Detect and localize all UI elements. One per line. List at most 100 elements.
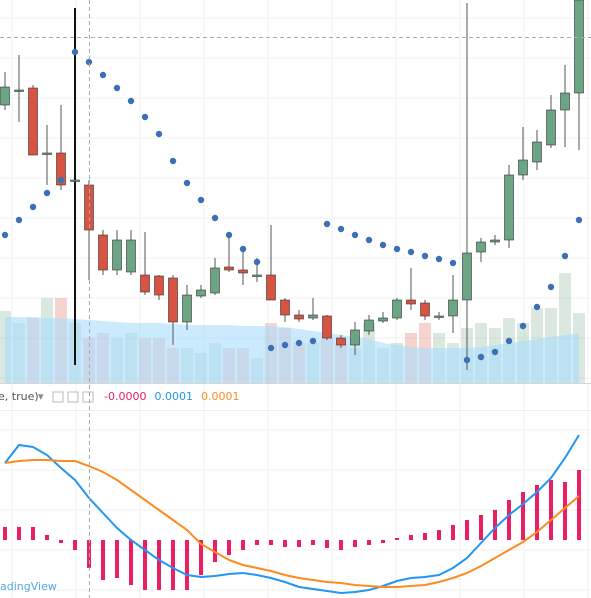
candle-body <box>0 86 10 106</box>
sar-dot <box>267 344 275 352</box>
candle-body <box>294 314 304 320</box>
histogram-bar <box>31 527 35 540</box>
sar-dot <box>99 71 107 79</box>
sar-dot <box>113 84 121 92</box>
candle-body <box>308 314 318 319</box>
candle-body <box>154 275 164 296</box>
candle-body <box>56 152 66 186</box>
candle-body <box>476 241 486 253</box>
candle-body <box>560 92 570 111</box>
sar-dot <box>141 113 149 121</box>
candle-body <box>546 109 556 146</box>
histogram-bar <box>311 540 315 545</box>
sar-dot <box>183 179 191 187</box>
sar-dot <box>575 216 583 224</box>
sar-dot <box>533 303 541 311</box>
sar-dot <box>463 356 471 364</box>
indicator-legend: e, true) <box>0 390 39 403</box>
sar-dot <box>547 283 555 291</box>
candle-body <box>70 179 80 182</box>
histogram-bar <box>395 538 399 540</box>
histogram-bar <box>521 492 525 540</box>
candle-body <box>238 269 248 274</box>
candle-body <box>504 174 514 241</box>
macd-line <box>4 434 580 595</box>
sar-dot <box>561 252 569 260</box>
histogram-bar <box>59 540 63 543</box>
legend-dropdown[interactable]: ▾ <box>38 390 44 403</box>
sar-dot <box>169 157 177 165</box>
sar-dot <box>477 353 485 361</box>
legend-value: -0.0000 <box>104 390 146 403</box>
histogram-bar <box>437 530 441 540</box>
macd-line <box>4 459 580 588</box>
candle-body <box>28 87 38 156</box>
candle-body <box>266 274 276 301</box>
candle-body <box>42 152 52 155</box>
legend-icon[interactable] <box>67 391 79 403</box>
histogram-bar <box>507 500 511 540</box>
histogram-bar <box>563 482 567 540</box>
histogram-bar <box>227 540 231 555</box>
candle-body <box>420 302 430 317</box>
watermark: adingView <box>0 580 57 593</box>
candle-body <box>322 315 332 339</box>
histogram-bar <box>3 527 7 540</box>
histogram-bar <box>241 540 245 550</box>
sar-dot <box>309 337 317 345</box>
sar-dot <box>393 245 401 253</box>
candle-body <box>448 299 458 317</box>
volume-ma-area <box>5 317 579 383</box>
candle-body <box>364 319 374 332</box>
sar-dot <box>239 245 247 253</box>
sar-dot <box>57 176 65 184</box>
candle-body <box>378 317 388 322</box>
sar-dot <box>421 252 429 260</box>
sar-dot <box>365 236 373 244</box>
histogram-bar <box>535 485 539 540</box>
sar-dot <box>197 196 205 204</box>
sar-dot <box>491 348 499 356</box>
sar-dot <box>407 248 415 256</box>
sar-dot <box>15 216 23 224</box>
sar-dot <box>281 341 289 349</box>
candle-body <box>406 299 416 305</box>
sar-dot <box>323 220 331 228</box>
candle-body <box>224 266 234 271</box>
legend-icon[interactable] <box>52 391 64 403</box>
sar-dot <box>211 214 219 222</box>
histogram-bar <box>297 540 301 547</box>
candle-body <box>112 239 122 271</box>
sar-dot <box>155 130 163 138</box>
sar-dot <box>85 58 93 66</box>
histogram-bar <box>255 540 259 545</box>
sar-dot <box>379 241 387 249</box>
candle-body <box>462 252 472 301</box>
candle-body <box>126 239 136 273</box>
sar-dot <box>127 97 135 105</box>
histogram-bar <box>115 540 119 578</box>
sar-dot <box>1 231 9 239</box>
candle-body <box>518 159 528 176</box>
legend-value: 0.0001 <box>201 390 240 403</box>
histogram-bar <box>423 533 427 540</box>
legend-icon[interactable] <box>82 391 94 403</box>
candle-body <box>14 89 24 92</box>
histogram-bar <box>353 540 357 547</box>
sar-dot <box>449 259 457 267</box>
histogram-bar <box>199 540 203 575</box>
candle-body <box>168 277 178 323</box>
histogram-bar <box>549 480 553 540</box>
candle-body <box>196 289 206 297</box>
sar-dot <box>43 189 51 197</box>
histogram-bar <box>269 540 273 545</box>
candle-body <box>140 274 150 293</box>
sar-dot <box>435 255 443 263</box>
candle-body <box>280 299 290 316</box>
sar-dot <box>29 203 37 211</box>
candle-body <box>350 329 360 346</box>
histogram-bar <box>101 540 105 580</box>
histogram-bar <box>171 540 175 590</box>
histogram-bar <box>381 540 385 543</box>
histogram-bar <box>479 515 483 540</box>
